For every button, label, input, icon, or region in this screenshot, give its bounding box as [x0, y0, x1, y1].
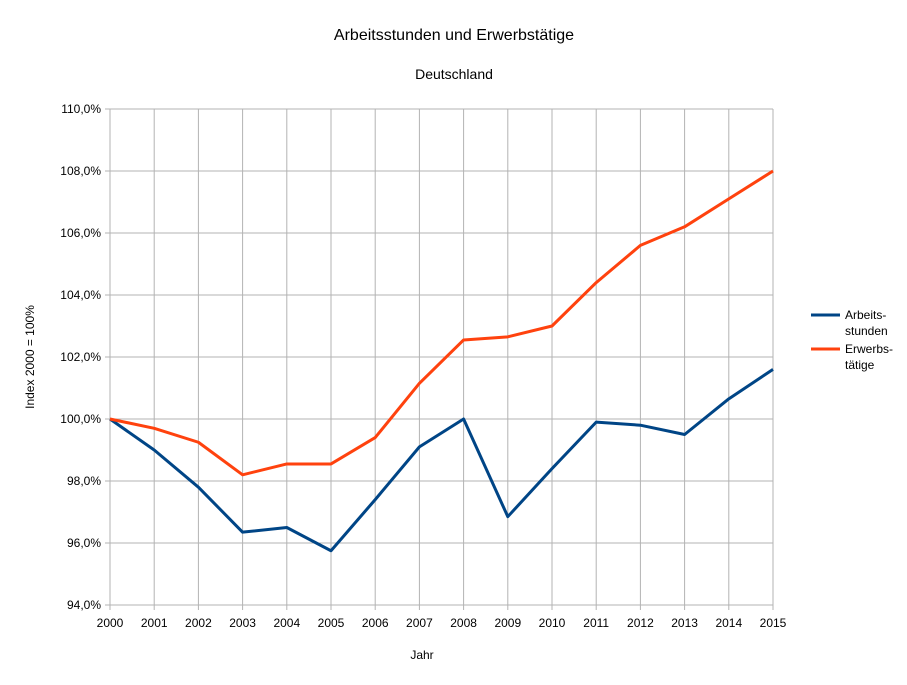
legend-label: stunden: [845, 324, 888, 338]
x-tick-label: 2011: [583, 616, 609, 630]
x-tick-label: 2004: [273, 616, 300, 630]
y-tick-label: 106,0%: [60, 226, 101, 240]
legend-label: Erwerbs-: [845, 342, 893, 356]
x-tick-label: 2009: [494, 616, 521, 630]
x-tick-label: 2000: [97, 616, 124, 630]
legend-label: Arbeits-: [845, 308, 886, 322]
x-tick-label: 2006: [362, 616, 389, 630]
x-tick-label: 2013: [671, 616, 698, 630]
y-axis-label: Index 2000 = 100%: [23, 305, 37, 409]
x-tick-label: 2007: [406, 616, 433, 630]
y-tick-label: 110,0%: [61, 102, 101, 116]
y-tick-label: 104,0%: [60, 288, 101, 302]
x-tick-label: 2003: [229, 616, 256, 630]
x-tick-label: 2014: [715, 616, 742, 630]
y-tick-label: 96,0%: [67, 536, 101, 550]
x-tick-label: 2002: [185, 616, 212, 630]
series-line-1: [110, 171, 773, 475]
y-tick-label: 98,0%: [67, 474, 101, 488]
chart-subtitle: Deutschland: [415, 66, 493, 82]
x-tick-label: 2001: [141, 616, 168, 630]
x-tick-label: 2012: [627, 616, 654, 630]
y-tick-label: 100,0%: [60, 412, 101, 426]
legend-label: tätige: [845, 358, 875, 372]
chart-title: Arbeitsstunden und Erwerbstätige: [334, 27, 574, 44]
x-tick-label: 2015: [760, 616, 787, 630]
y-tick-label: 108,0%: [60, 164, 101, 178]
y-tick-label: 102,0%: [60, 350, 101, 364]
y-tick-label: 94,0%: [67, 598, 101, 612]
x-tick-label: 2008: [450, 616, 477, 630]
x-axis-label: Jahr: [410, 648, 433, 662]
x-tick-label: 2005: [318, 616, 345, 630]
series-line-0: [110, 369, 773, 550]
x-tick-label: 2010: [539, 616, 566, 630]
